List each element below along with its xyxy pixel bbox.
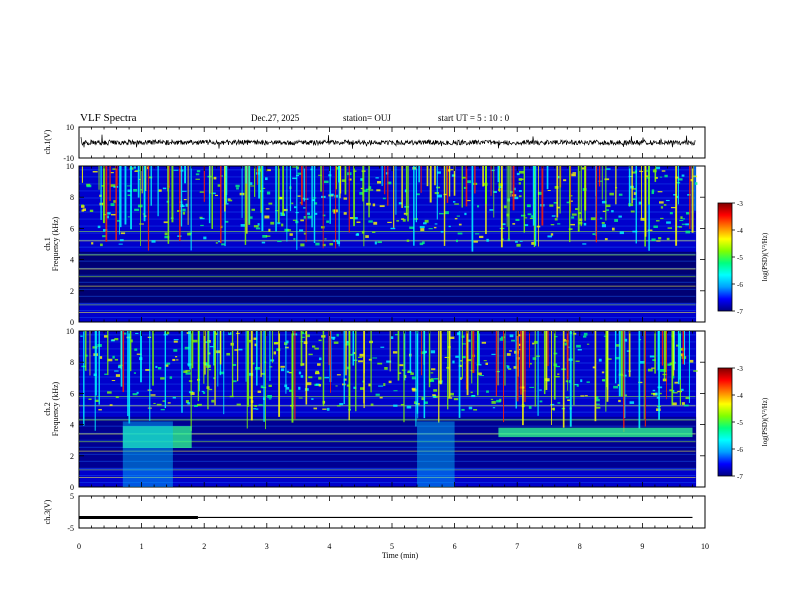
- x-axis-label: Time (min): [382, 551, 419, 560]
- ch1-wave-y-tick-label: -10: [63, 154, 74, 163]
- x-tick-label: 6: [453, 542, 457, 551]
- ch1-spec-ylabel-b: Frequency (kHz): [51, 216, 60, 271]
- ch2-spec-y-tick-label: 6: [70, 389, 74, 398]
- cbar1-tick-label: -7: [737, 308, 743, 316]
- ch2-spec-y-tick-label: 0: [70, 483, 74, 492]
- cbar1-bar: [717, 202, 733, 312]
- ch3-y-tick-label: 5: [70, 492, 74, 501]
- ch1-spec-y-tick-label: 10: [66, 162, 74, 171]
- ch2-spec-y-tick-label: 8: [70, 358, 74, 367]
- ch2-spectrogram: [79, 331, 698, 487]
- x-tick-label: 8: [578, 542, 582, 551]
- ch1-spec-ylabel-a: ch.1: [43, 237, 52, 251]
- ch1-wave-ylabel: ch.1(V): [43, 129, 52, 154]
- cbar1-tick-label: -3: [737, 200, 743, 208]
- ch1-spec-y-tick-label: 2: [70, 287, 74, 296]
- x-tick-label: 3: [265, 542, 269, 551]
- ch2-spec-ylabel-a: ch.2: [43, 402, 52, 416]
- ch3-y-tick-label: -5: [67, 524, 74, 533]
- x-tick-label: 10: [701, 542, 709, 551]
- ch2-spec-y-tick-label: 10: [66, 327, 74, 336]
- ch1-spec-y-tick-label: 0: [70, 318, 74, 327]
- cbar1-tick-label: -4: [737, 227, 743, 235]
- start-time-label: start UT = 5 : 10 : 0: [438, 113, 510, 123]
- cbar1-label: log(PSD)(V²/Hz): [761, 232, 769, 281]
- x-tick-label: 7: [515, 542, 519, 551]
- x-tick-label: 9: [640, 542, 644, 551]
- ch1-spec-y-tick-label: 6: [70, 224, 74, 233]
- cbar2-tick-label: -7: [737, 473, 743, 481]
- ch2-spec-y-tick-label: 2: [70, 452, 74, 461]
- x-tick-label: 0: [77, 542, 81, 551]
- ch1-wave-y-tick-label: 10: [66, 123, 74, 132]
- ch1-waveform: [80, 134, 696, 149]
- x-tick-label: 1: [140, 542, 144, 551]
- cbar2-tick-label: -3: [737, 365, 743, 373]
- date-label: Dec.27, 2025: [251, 113, 300, 123]
- ch2-spec-ylabel-b: Frequency (kHz): [51, 381, 60, 436]
- cbar1-tick-label: -5: [737, 254, 743, 262]
- ch1-spec-y-tick-label: 8: [70, 193, 74, 202]
- ch1-spec-y-tick-label: 4: [70, 256, 74, 265]
- cbar2-bar: [717, 367, 733, 477]
- ch3-ylabel: ch.3(V): [43, 499, 52, 524]
- ch1-spectrogram: [79, 166, 698, 322]
- cbar2-label: log(PSD)(V²/Hz): [761, 397, 769, 446]
- ch2-spec-y-tick-label: 4: [70, 421, 74, 430]
- cbar1-tick-label: -6: [737, 281, 743, 289]
- figure-title: VLF Spectra: [80, 112, 137, 124]
- cbar2-tick-label: -4: [737, 392, 743, 400]
- station-label: station= OUJ: [343, 113, 391, 123]
- cbar2-tick-label: -6: [737, 446, 743, 454]
- cbar2-tick-label: -5: [737, 419, 743, 427]
- x-tick-label: 4: [327, 542, 331, 551]
- x-tick-label: 5: [390, 542, 394, 551]
- x-tick-label: 2: [202, 542, 206, 551]
